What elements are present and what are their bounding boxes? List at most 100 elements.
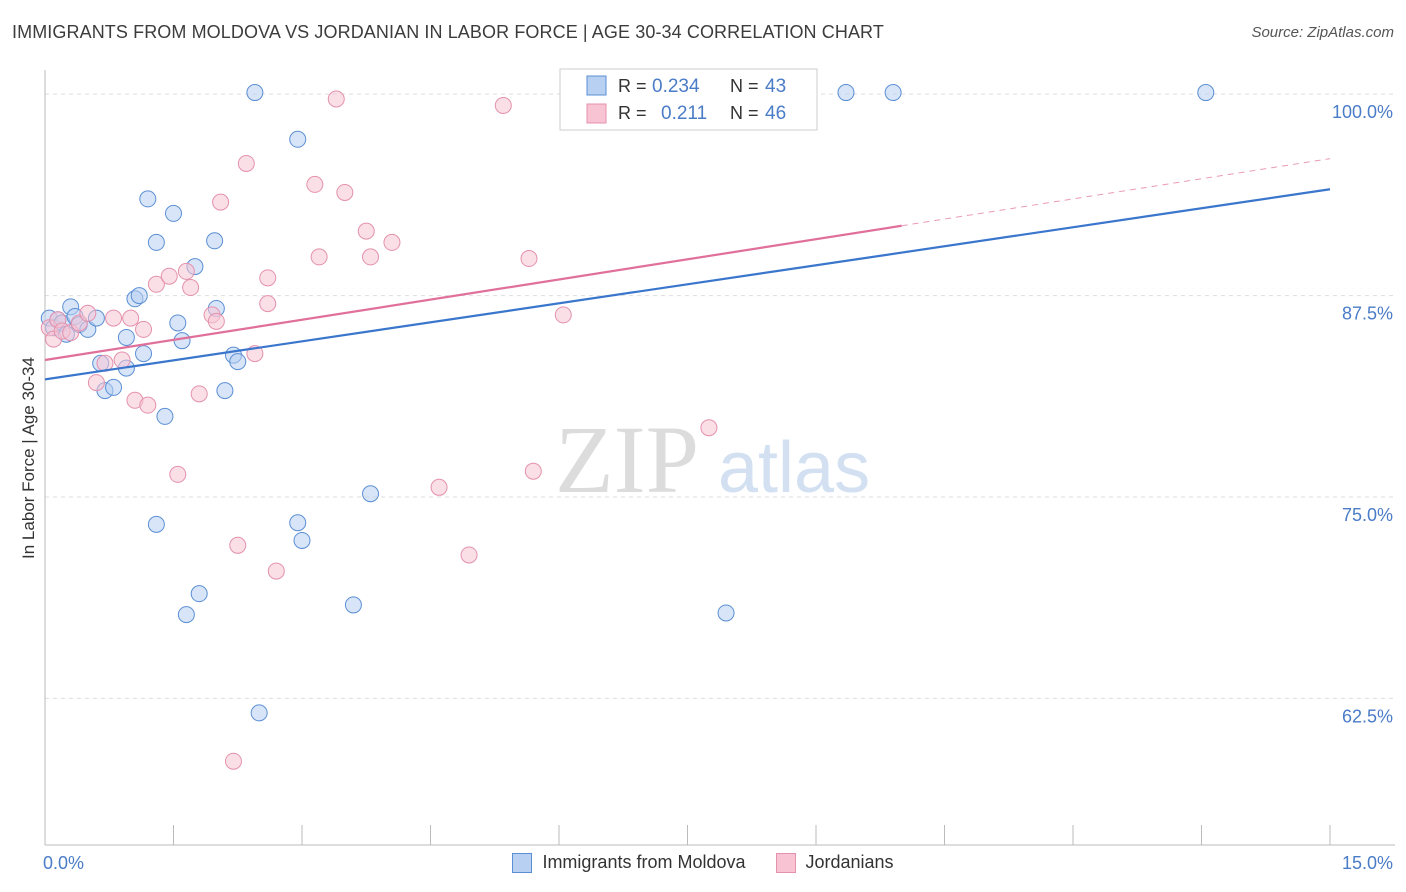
legend-item-moldova: Immigrants from Moldova bbox=[512, 852, 746, 873]
point-jordanians-9 bbox=[105, 309, 123, 327]
point-moldova-32 bbox=[246, 84, 264, 102]
y-axis-label: In Labor Force | Age 30-34 bbox=[19, 357, 38, 559]
point-moldova-17 bbox=[135, 345, 153, 363]
point-moldova-27 bbox=[206, 232, 224, 250]
point-jordanians-28 bbox=[259, 269, 277, 287]
point-jordanians-20 bbox=[190, 385, 208, 403]
trend-line-jordanians bbox=[44, 224, 902, 362]
point-moldova-23 bbox=[173, 332, 191, 350]
point-moldova-22 bbox=[169, 314, 187, 332]
point-moldova-35 bbox=[289, 514, 307, 532]
point-jordanians-11 bbox=[122, 309, 140, 327]
watermark-atlas: atlas bbox=[718, 428, 870, 508]
point-moldova-43 bbox=[1197, 84, 1215, 102]
point-moldova-13 bbox=[117, 328, 135, 346]
correlation-legend: R = 0.234 N = 43 R = 0.211 N = 46 bbox=[559, 68, 818, 131]
point-moldova-12 bbox=[105, 378, 123, 396]
point-moldova-42 bbox=[884, 84, 902, 102]
point-jordanians-36 bbox=[362, 248, 380, 266]
point-jordanians-22 bbox=[207, 312, 225, 330]
point-jordanians-24 bbox=[224, 752, 242, 770]
legend-item-jordanians: Jordanians bbox=[775, 852, 894, 873]
point-jordanians-34 bbox=[336, 183, 354, 201]
point-jordanians-19 bbox=[182, 279, 200, 297]
y-tick-label-1: 87.5% bbox=[1342, 304, 1393, 324]
legend-swatch-pink bbox=[775, 852, 796, 873]
legend-label-moldova: Immigrants from Moldova bbox=[542, 852, 746, 872]
point-jordanians-32 bbox=[310, 248, 328, 266]
point-moldova-34 bbox=[289, 130, 307, 148]
legend-n-value-1: 43 bbox=[765, 76, 786, 97]
legend-swatch-blue bbox=[512, 852, 533, 873]
point-jordanians-23 bbox=[212, 193, 230, 211]
point-moldova-38 bbox=[362, 485, 380, 503]
watermark-zip: ZIP bbox=[555, 406, 699, 513]
point-moldova-36 bbox=[293, 531, 311, 549]
legend-swatch-jordanians bbox=[586, 103, 607, 124]
chart-title: IMMIGRANTS FROM MOLDOVA VS JORDANIAN IN … bbox=[12, 22, 884, 42]
point-moldova-24 bbox=[177, 606, 195, 624]
point-jordanians-33 bbox=[327, 90, 345, 108]
watermark: ZIP atlas bbox=[555, 406, 870, 513]
point-jordanians-43 bbox=[554, 306, 572, 324]
point-moldova-41 bbox=[837, 84, 855, 102]
point-moldova-26 bbox=[190, 585, 208, 603]
point-jordanians-18 bbox=[177, 262, 195, 280]
point-jordanians-26 bbox=[237, 154, 255, 172]
legend-swatch-moldova bbox=[586, 75, 607, 96]
point-moldova-19 bbox=[147, 233, 165, 251]
legend-n-value-2: 46 bbox=[765, 103, 786, 124]
point-jordanians-35 bbox=[357, 222, 375, 240]
point-moldova-18 bbox=[139, 190, 157, 208]
point-jordanians-10 bbox=[113, 351, 131, 369]
legend-r-label-1: R = bbox=[618, 76, 647, 96]
point-moldova-37 bbox=[344, 596, 362, 614]
point-jordanians-42 bbox=[524, 462, 542, 480]
source-label: Source: ZipAtlas.com bbox=[1251, 24, 1394, 41]
point-moldova-21 bbox=[165, 204, 182, 222]
point-jordanians-31 bbox=[306, 175, 324, 193]
legend-r-label-2: R = bbox=[618, 103, 647, 123]
point-jordanians-16 bbox=[160, 267, 178, 285]
point-moldova-39 bbox=[147, 515, 165, 533]
point-moldova-16 bbox=[130, 287, 148, 305]
legend-n-label-1: N = bbox=[730, 76, 759, 96]
trend-line-jordanians-extension bbox=[901, 158, 1331, 227]
point-jordanians-13 bbox=[135, 320, 153, 338]
point-jordanians-30 bbox=[267, 562, 285, 580]
point-jordanians-6 bbox=[79, 304, 97, 322]
point-jordanians-41 bbox=[520, 250, 538, 268]
legend-r-value-2: 0.211 bbox=[661, 103, 707, 124]
point-moldova-20 bbox=[156, 407, 174, 425]
point-jordanians-39 bbox=[460, 546, 478, 564]
x-tick-label-0: 0.0% bbox=[43, 853, 84, 873]
trend-lines bbox=[44, 158, 1331, 381]
point-jordanians-7 bbox=[87, 374, 105, 392]
series-legend: Immigrants from Moldova Jordanians bbox=[0, 852, 1406, 873]
point-jordanians-37 bbox=[383, 233, 401, 251]
point-moldova-33 bbox=[250, 704, 268, 722]
tick-labels: 100.0% 87.5% 75.0% 62.5% 0.0% 15.0% bbox=[43, 102, 1393, 873]
y-tick-label-3: 62.5% bbox=[1342, 706, 1393, 726]
legend-n-label-2: N = bbox=[730, 103, 759, 123]
point-jordanians-29 bbox=[259, 295, 277, 313]
legend-r-value-1: 0.234 bbox=[652, 76, 700, 97]
trend-line-moldova bbox=[44, 188, 1331, 381]
axes bbox=[44, 70, 1395, 846]
point-jordanians-14 bbox=[139, 396, 157, 414]
point-moldova-31 bbox=[229, 353, 247, 371]
legend-label-jordanians: Jordanians bbox=[805, 852, 894, 872]
point-moldova-29 bbox=[216, 382, 234, 400]
point-jordanians-15 bbox=[147, 275, 165, 293]
data-points bbox=[40, 84, 1215, 770]
x-tick-label-1: 15.0% bbox=[1342, 853, 1393, 873]
point-moldova-40 bbox=[717, 604, 735, 622]
point-jordanians-38 bbox=[430, 478, 448, 496]
y-tick-label-2: 75.0% bbox=[1342, 505, 1393, 525]
point-jordanians-44 bbox=[700, 419, 718, 437]
point-jordanians-40 bbox=[494, 96, 512, 114]
y-tick-label-0: 100.0% bbox=[1332, 102, 1393, 122]
point-jordanians-17 bbox=[169, 465, 187, 483]
point-jordanians-25 bbox=[229, 536, 247, 554]
